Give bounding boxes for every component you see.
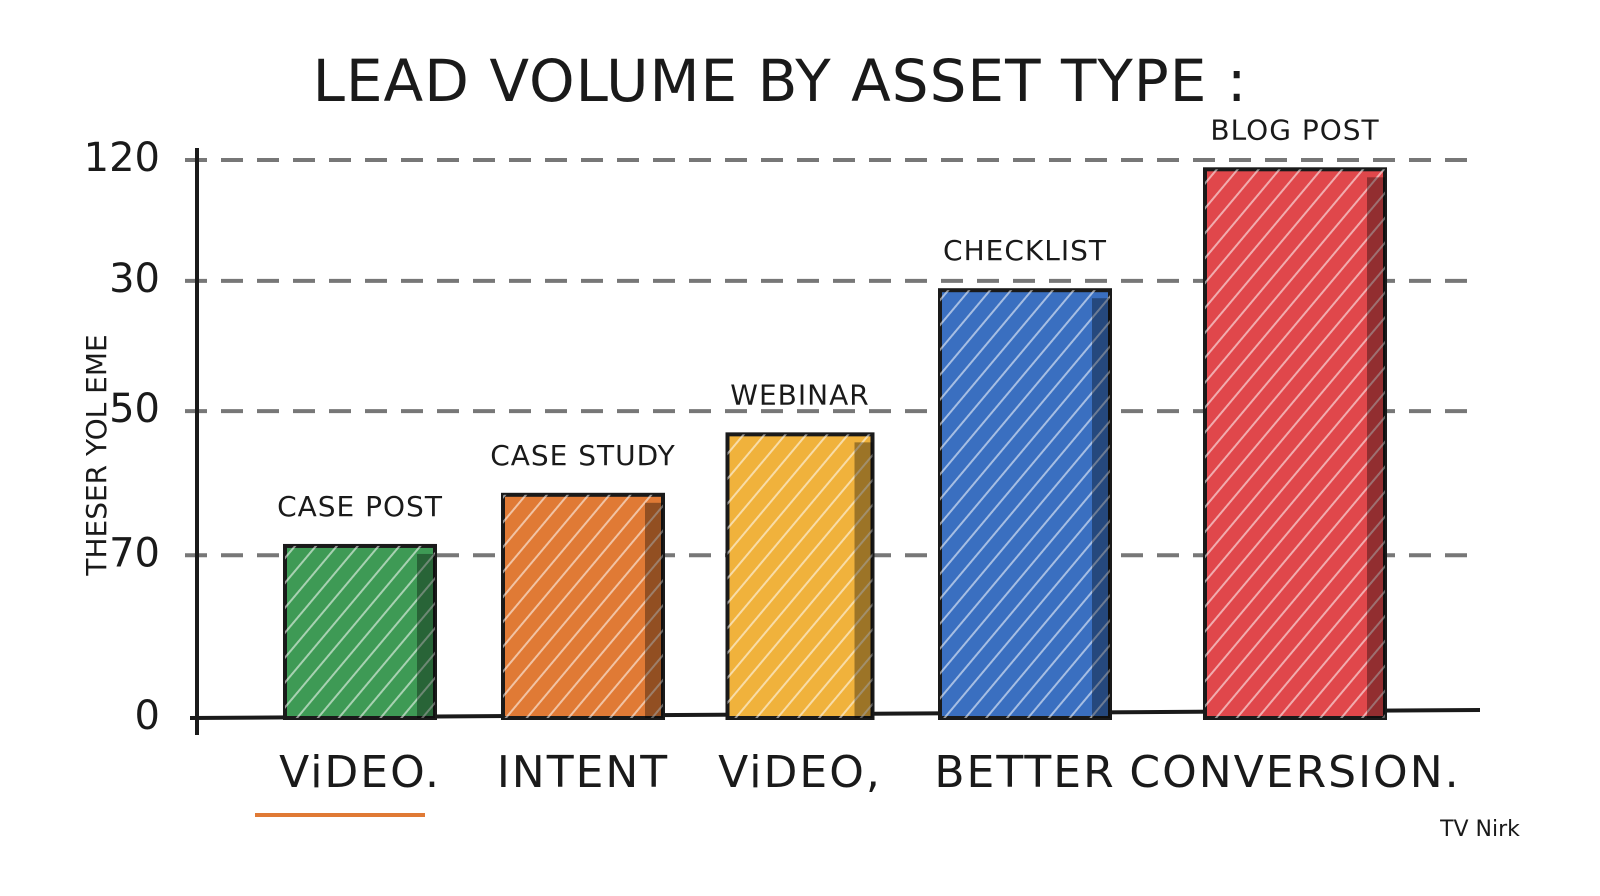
y-tick-label: 70: [109, 530, 160, 576]
bar-hatch: [503, 494, 663, 718]
bar-hatch: [940, 290, 1110, 718]
signature: TV Nirk: [1439, 817, 1520, 842]
y-tick-label: 30: [109, 256, 160, 302]
bar-shade: [417, 553, 435, 718]
x-tick-label: ViDEO.: [279, 747, 441, 798]
x-tick-label: ViDEO,: [718, 747, 882, 798]
bar-shade: [645, 502, 663, 718]
bar-annotation: CASE POST: [277, 490, 443, 523]
chart-title: LEAD VOLUME BY ASSET TYPE :: [313, 47, 1248, 115]
bar-annotation: BLOG POST: [1210, 113, 1379, 146]
bar-hatch: [727, 434, 873, 718]
x-tick-label: INTENT: [497, 747, 669, 798]
bar-annotation: CASE STUDY: [490, 439, 676, 472]
bar-annotation: WEBINAR: [730, 378, 869, 411]
bar-annotation: CHECKLIST: [943, 234, 1107, 267]
x-tick-label: CONVERSION.: [1129, 747, 1460, 798]
bar-hatch: [1205, 169, 1385, 719]
bar-shade: [1092, 298, 1110, 718]
y-axis-label: THESER YOL EME: [80, 334, 113, 576]
x-tick-label: BETTER: [934, 747, 1115, 798]
bar-hatch: [285, 545, 435, 718]
y-tick-label: 50: [109, 386, 160, 432]
y-tick-label: 120: [84, 135, 160, 181]
bar-shade: [854, 442, 873, 718]
y-tick-label: 0: [135, 693, 160, 739]
bar-shade: [1367, 177, 1385, 719]
